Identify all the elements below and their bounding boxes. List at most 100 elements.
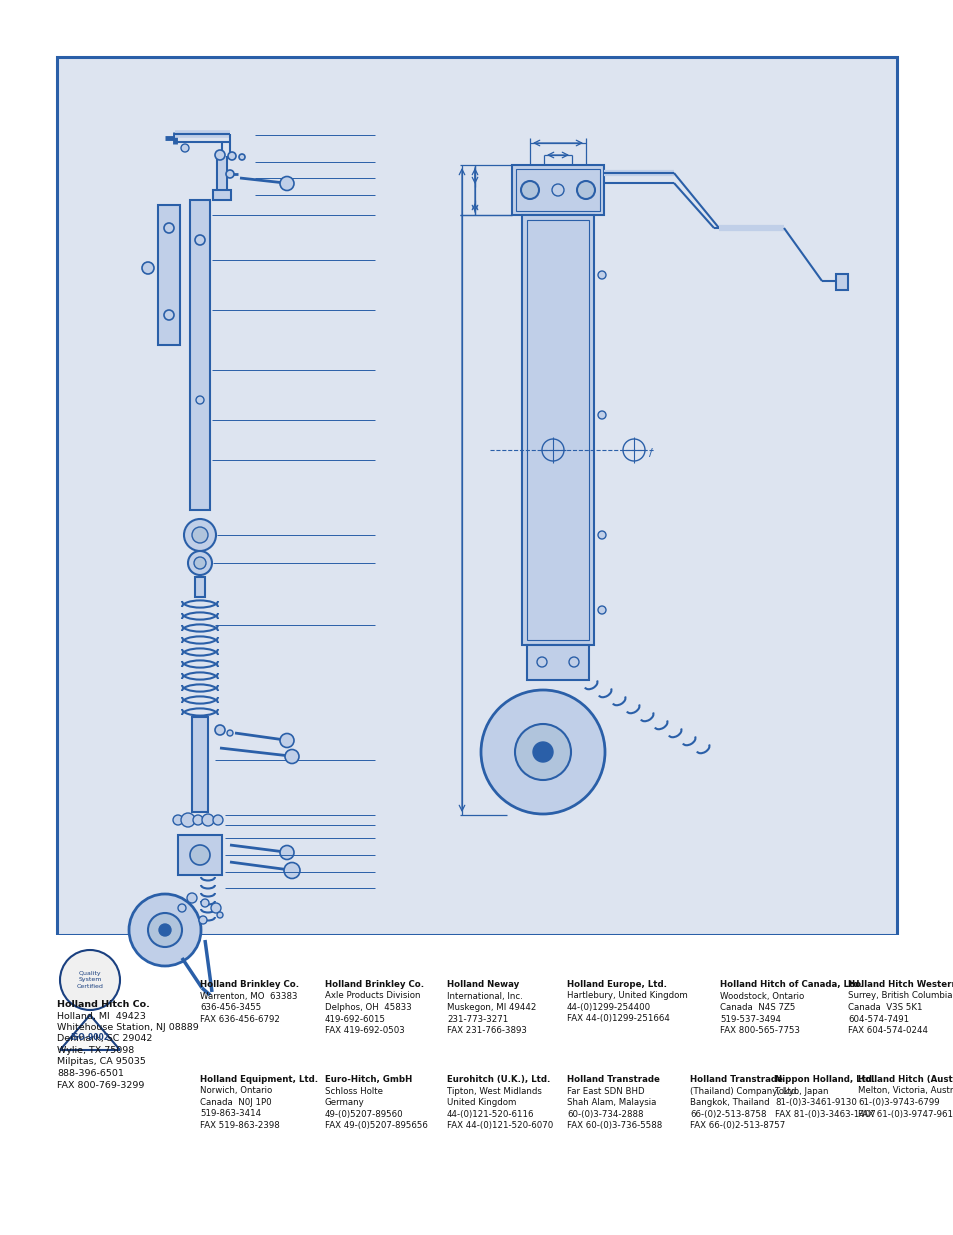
Text: Holland Transtrade: Holland Transtrade [566,1074,659,1084]
Circle shape [598,531,605,538]
Bar [213,190,231,200]
Text: FAX 419-692-0503: FAX 419-692-0503 [325,1026,404,1035]
Text: Canada  N0J 1P0: Canada N0J 1P0 [200,1098,272,1107]
Circle shape [280,177,294,190]
Bar [0,935,953,1235]
Text: FAX 44-(0)121-520-6070: FAX 44-(0)121-520-6070 [447,1121,553,1130]
Text: FAX 231-766-3893: FAX 231-766-3893 [447,1026,526,1035]
Text: FAX 604-574-0244: FAX 604-574-0244 [847,1026,927,1035]
Bar [190,200,210,510]
Circle shape [184,519,215,551]
Text: Canada  N4S 7Z5: Canada N4S 7Z5 [720,1003,795,1011]
Circle shape [129,894,201,966]
Circle shape [190,845,210,864]
Circle shape [187,893,196,903]
Text: 44-(0)121-520-6116: 44-(0)121-520-6116 [447,1109,534,1119]
Circle shape [199,916,207,924]
Text: Denmark, SC 29042: Denmark, SC 29042 [57,1035,152,1044]
Text: International, Inc.: International, Inc. [447,992,522,1000]
Text: 61-(0)3-9743-6799: 61-(0)3-9743-6799 [857,1098,939,1107]
Circle shape [142,262,153,274]
Text: Holland Neway: Holland Neway [447,981,518,989]
Text: Euro-Hitch, GmbH: Euro-Hitch, GmbH [325,1074,412,1084]
Text: FAX 49-(0)5207-895656: FAX 49-(0)5207-895656 [325,1121,428,1130]
Text: Tokyo, Japan: Tokyo, Japan [774,1087,827,1095]
Circle shape [598,270,605,279]
Text: Shah Alam, Malaysia: Shah Alam, Malaysia [566,1098,656,1107]
Text: Muskegon, MI 49442: Muskegon, MI 49442 [447,1003,536,1011]
Bar [526,220,588,640]
Circle shape [577,182,595,199]
Text: FAX 66-(0)2-513-8757: FAX 66-(0)2-513-8757 [689,1121,784,1130]
Circle shape [239,154,245,161]
Circle shape [284,862,299,878]
Text: /: / [648,448,652,458]
Text: 231-773-3271: 231-773-3271 [447,1014,508,1024]
Circle shape [537,657,546,667]
Text: Woodstock, Ontario: Woodstock, Ontario [720,992,803,1000]
Circle shape [533,742,553,762]
Bar [512,165,603,215]
Text: Axle Products Division: Axle Products Division [325,992,420,1000]
Text: United Kingdom: United Kingdom [447,1098,516,1107]
Circle shape [228,152,235,161]
Text: Holland Hitch Western, Ltd.: Holland Hitch Western, Ltd. [847,981,953,989]
Text: FAX 81-(0)3-3463-1407: FAX 81-(0)3-3463-1407 [774,1109,875,1119]
Circle shape [598,411,605,419]
Circle shape [214,725,225,735]
Bar [526,645,588,680]
Text: 636-456-3455: 636-456-3455 [200,1003,261,1011]
Bar [194,577,205,597]
Circle shape [181,813,194,827]
Text: ISO-9002: ISO-9002 [71,1034,110,1042]
Text: Holland Equipment, Ltd.: Holland Equipment, Ltd. [200,1074,317,1084]
Circle shape [280,734,294,747]
Text: Warrenton, MO  63383: Warrenton, MO 63383 [200,992,297,1000]
Circle shape [216,911,223,918]
Text: Holland Hitch of Canada, Ltd.: Holland Hitch of Canada, Ltd. [720,981,862,989]
Text: 49-(0)5207-89560: 49-(0)5207-89560 [325,1109,403,1119]
Text: Surrey, British Columbia: Surrey, British Columbia [847,992,951,1000]
Text: 44-(0)1299-254400: 44-(0)1299-254400 [566,1003,651,1011]
Text: 60-(0)3-734-2888: 60-(0)3-734-2888 [566,1109,643,1119]
Text: Tipton, West Midlands: Tipton, West Midlands [447,1087,541,1095]
Text: Norwich, Ontario: Norwich, Ontario [200,1087,272,1095]
Text: Bangkok, Thailand: Bangkok, Thailand [689,1098,769,1107]
Text: Hartlebury, United Kingdom: Hartlebury, United Kingdom [566,992,687,1000]
Circle shape [213,815,223,825]
Text: Far East SDN BHD: Far East SDN BHD [566,1087,644,1095]
Text: 888-396-6501: 888-396-6501 [57,1070,124,1078]
Circle shape [202,814,213,826]
Circle shape [181,144,189,152]
Text: FAX 60-(0)3-736-5588: FAX 60-(0)3-736-5588 [566,1121,661,1130]
Circle shape [178,904,186,911]
Text: Whitehouse Station, NJ 08889: Whitehouse Station, NJ 08889 [57,1023,198,1032]
Text: 604-574-7491: 604-574-7491 [847,1014,908,1024]
Text: FAX 800-565-7753: FAX 800-565-7753 [720,1026,800,1035]
Circle shape [598,606,605,614]
Bar [57,57,896,935]
Circle shape [60,950,120,1010]
Circle shape [211,903,221,913]
Text: FAX 519-863-2398: FAX 519-863-2398 [200,1121,279,1130]
Text: Holland Brinkley Co.: Holland Brinkley Co. [200,981,299,989]
Text: Delphos, OH  45833: Delphos, OH 45833 [325,1003,412,1011]
Circle shape [568,657,578,667]
Circle shape [227,730,233,736]
Bar [178,835,222,876]
Circle shape [214,149,225,161]
Bar [521,215,594,645]
Text: Holland Brinkley Co.: Holland Brinkley Co. [325,981,424,989]
Text: Canada  V3S 5K1: Canada V3S 5K1 [847,1003,922,1011]
Text: Milpitas, CA 95035: Milpitas, CA 95035 [57,1057,146,1067]
Text: Germany: Germany [325,1098,364,1107]
Text: FAX 636-456-6792: FAX 636-456-6792 [200,1014,279,1024]
Bar [158,205,180,345]
Circle shape [148,913,182,947]
Text: Holland, MI  49423: Holland, MI 49423 [57,1011,146,1020]
Text: Holland Europe, Ltd.: Holland Europe, Ltd. [566,981,666,989]
Circle shape [285,750,298,763]
Text: Nippon Holland, Ltd.: Nippon Holland, Ltd. [774,1074,875,1084]
Circle shape [226,170,233,178]
Circle shape [520,182,538,199]
